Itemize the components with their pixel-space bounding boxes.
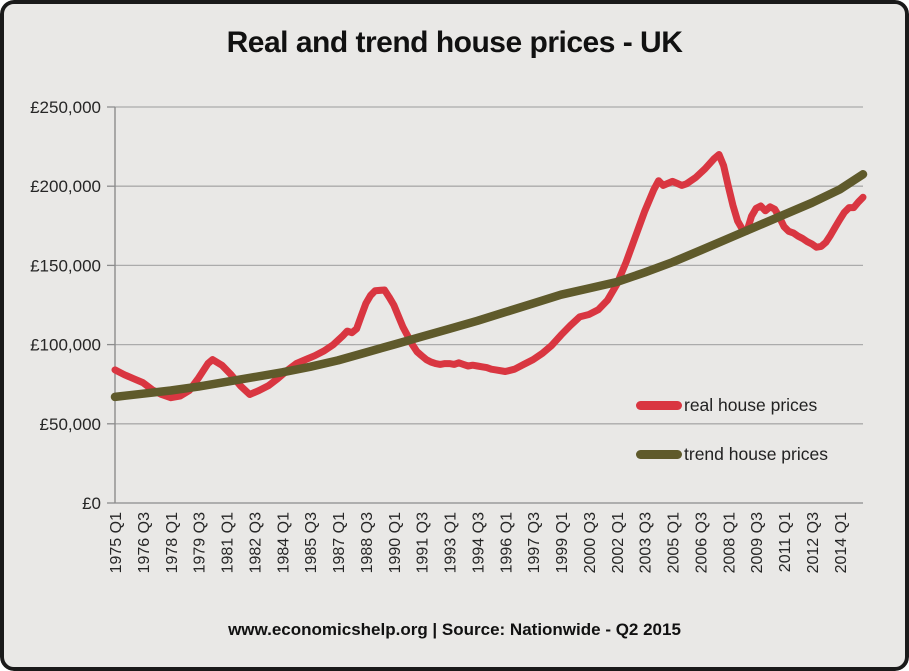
svg-text:2011 Q1: 2011 Q1: [777, 512, 794, 572]
svg-text:1985 Q3: 1985 Q3: [303, 512, 320, 573]
svg-text:1982 Q3: 1982 Q3: [247, 512, 264, 573]
svg-text:£200,000: £200,000: [30, 177, 101, 196]
svg-text:2000 Q3: 2000 Q3: [582, 512, 599, 573]
svg-text:1993 Q1: 1993 Q1: [443, 512, 460, 573]
svg-text:1999 Q1: 1999 Q1: [554, 512, 571, 573]
svg-text:£50,000: £50,000: [40, 415, 101, 434]
svg-text:1990 Q1: 1990 Q1: [387, 512, 404, 573]
svg-text:£250,000: £250,000: [30, 98, 101, 117]
svg-text:£100,000: £100,000: [30, 336, 101, 355]
svg-text:1988 Q3: 1988 Q3: [359, 512, 376, 573]
trend-house-prices-swatch: [636, 449, 682, 459]
svg-text:1987 Q1: 1987 Q1: [331, 512, 348, 573]
svg-text:1984 Q1: 1984 Q1: [275, 512, 292, 573]
legend-item-trend: trend house prices: [636, 443, 828, 465]
page-title: Real and trend house prices - UK: [226, 26, 683, 59]
svg-text:2009 Q3: 2009 Q3: [749, 512, 766, 573]
chart-legend: real house prices trend house prices: [636, 394, 828, 492]
svg-text:1979 Q3: 1979 Q3: [192, 512, 209, 573]
svg-text:1981 Q1: 1981 Q1: [220, 512, 237, 573]
svg-text:2005 Q1: 2005 Q1: [666, 512, 683, 573]
svg-text:1978 Q1: 1978 Q1: [164, 512, 181, 573]
svg-text:£0: £0: [82, 494, 101, 513]
svg-text:1997 Q3: 1997 Q3: [526, 512, 543, 573]
y-gridlines: [107, 106, 863, 504]
svg-text:2014 Q1: 2014 Q1: [833, 512, 850, 573]
svg-text:1994 Q3: 1994 Q3: [470, 512, 487, 573]
x-axis-labels: 1975 Q1 1976 Q3 1978 Q1 1979 Q3 1981 Q1 1982 …: [108, 512, 850, 573]
y-axis-labels: £0 £50,000 £100,000 £150,000 £200,000 £250,00…: [30, 98, 101, 513]
svg-text:1996 Q1: 1996 Q1: [498, 512, 515, 573]
legend-label-trend: trend house prices: [684, 443, 828, 464]
source-attribution: www.economicshelp.org | Source: Nationwi…: [228, 620, 681, 639]
svg-text:1991 Q3: 1991 Q3: [415, 512, 432, 573]
svg-text:2002 Q1: 2002 Q1: [610, 512, 627, 573]
svg-text:2003 Q3: 2003 Q3: [638, 512, 655, 573]
svg-text:2008 Q1: 2008 Q1: [721, 512, 738, 573]
svg-text:£150,000: £150,000: [30, 256, 101, 275]
trend-house-prices-line: [110, 170, 868, 402]
legend-label-real: real house prices: [684, 394, 818, 415]
svg-text:2012 Q3: 2012 Q3: [805, 512, 822, 573]
svg-text:1976 Q3: 1976 Q3: [136, 512, 153, 573]
legend-item-real: real house prices: [636, 394, 828, 416]
svg-text:2006 Q3: 2006 Q3: [693, 512, 710, 573]
svg-text:1975 Q1: 1975 Q1: [108, 512, 125, 573]
real-house-prices-line: [111, 151, 867, 402]
real-house-prices-swatch: [636, 400, 682, 410]
